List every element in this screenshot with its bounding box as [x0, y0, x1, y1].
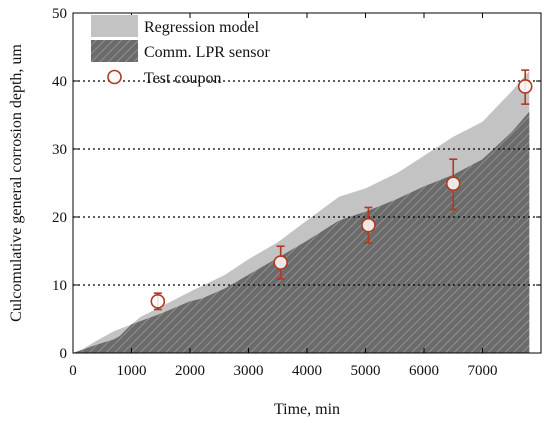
coupon-marker: [150, 294, 166, 309]
legend-label-regression: Regression model: [144, 19, 260, 36]
x-axis-title: Time, min: [274, 401, 340, 418]
y-tick-label: 20: [52, 210, 67, 226]
y-tick-label: 40: [52, 74, 67, 90]
x-tick-label: 5000: [351, 363, 381, 379]
legend-marker-coupon: [107, 69, 122, 85]
legend-swatch-lpr: [91, 40, 138, 62]
y-tick-label: 10: [52, 278, 67, 294]
y-tick-label: 50: [52, 6, 67, 22]
x-tick-label: 6000: [409, 363, 439, 379]
y-axis-title: Culcomulative general corrosion depth, u…: [8, 44, 25, 322]
coupon-marker: [361, 217, 376, 233]
y-tick-label: 30: [52, 142, 67, 158]
x-tick-label: 4000: [292, 363, 322, 379]
test-coupon-point: [361, 206, 376, 244]
test-coupon-point: [517, 69, 533, 105]
legend-label-lpr: Comm. LPR sensor: [144, 44, 270, 61]
coupon-marker: [273, 255, 288, 270]
test-coupon-point: [273, 245, 288, 280]
legend-label-coupon: Test coupon: [144, 70, 222, 87]
test-coupon-point: [445, 158, 461, 211]
x-tick-label: 7000: [468, 363, 498, 379]
y-tick-label: 0: [60, 346, 68, 362]
x-tick-label: 3000: [234, 363, 264, 379]
legend-swatch-regression: [91, 15, 138, 37]
x-tick-label: 0: [69, 363, 77, 379]
lpr-sensor-area: [73, 111, 530, 353]
test-coupon-point: [150, 292, 166, 311]
coupon-marker: [517, 79, 533, 94]
x-tick-label: 2000: [175, 363, 205, 379]
coupon-marker: [445, 176, 461, 191]
x-tick-label: 1000: [117, 363, 147, 379]
